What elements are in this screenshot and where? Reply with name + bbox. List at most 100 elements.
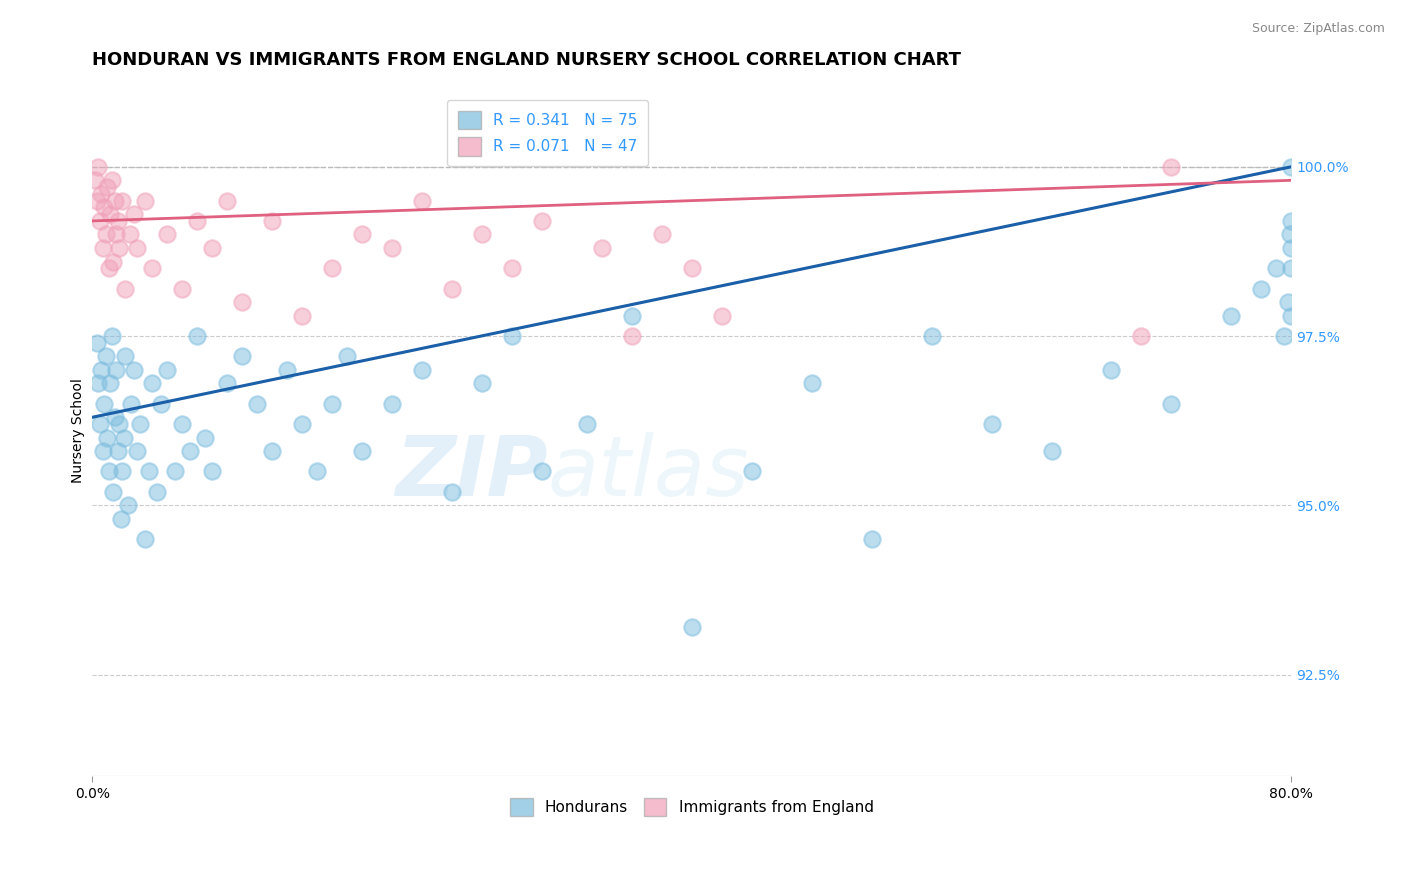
Point xyxy=(305,465,328,479)
Point xyxy=(231,295,253,310)
Point xyxy=(98,207,121,221)
Point xyxy=(134,532,156,546)
Point xyxy=(104,194,127,208)
Point xyxy=(138,465,160,479)
Point xyxy=(105,227,128,242)
Point xyxy=(350,444,373,458)
Point xyxy=(87,376,110,391)
Point xyxy=(122,207,145,221)
Point xyxy=(1265,261,1288,276)
Point xyxy=(118,227,141,242)
Point xyxy=(1279,160,1302,174)
Point xyxy=(96,180,118,194)
Point xyxy=(440,282,463,296)
Point xyxy=(117,499,139,513)
Point xyxy=(112,431,135,445)
Point xyxy=(104,410,127,425)
Point xyxy=(90,363,112,377)
Point xyxy=(381,397,404,411)
Point xyxy=(101,254,124,268)
Point xyxy=(1101,363,1123,377)
Point xyxy=(179,444,201,458)
Point xyxy=(97,261,120,276)
Point xyxy=(108,417,131,431)
Point xyxy=(800,376,823,391)
Point xyxy=(1279,241,1302,255)
Point xyxy=(471,227,494,242)
Point xyxy=(1277,295,1299,310)
Point xyxy=(150,397,173,411)
Point xyxy=(89,417,111,431)
Point xyxy=(530,465,553,479)
Point xyxy=(1279,309,1302,323)
Point xyxy=(575,417,598,431)
Point xyxy=(1279,214,1302,228)
Point xyxy=(591,241,613,255)
Point xyxy=(1278,227,1301,242)
Point xyxy=(1220,309,1243,323)
Point xyxy=(321,397,343,411)
Point xyxy=(651,227,673,242)
Legend: Hondurans, Immigrants from England: Hondurans, Immigrants from England xyxy=(502,790,882,824)
Point xyxy=(134,194,156,208)
Point xyxy=(860,532,883,546)
Point xyxy=(336,350,359,364)
Point xyxy=(172,282,194,296)
Point xyxy=(1279,261,1302,276)
Point xyxy=(86,335,108,350)
Point xyxy=(1160,397,1182,411)
Point xyxy=(501,261,523,276)
Point xyxy=(86,194,108,208)
Point xyxy=(163,465,186,479)
Point xyxy=(194,431,217,445)
Point xyxy=(186,329,208,343)
Point xyxy=(530,214,553,228)
Point xyxy=(217,376,239,391)
Point xyxy=(471,376,494,391)
Point xyxy=(110,512,132,526)
Point xyxy=(91,444,114,458)
Point xyxy=(710,309,733,323)
Point xyxy=(201,465,224,479)
Point xyxy=(93,397,115,411)
Point xyxy=(145,484,167,499)
Point xyxy=(94,350,117,364)
Point xyxy=(1040,444,1063,458)
Point xyxy=(111,194,134,208)
Point xyxy=(1160,160,1182,174)
Point xyxy=(260,214,283,228)
Point xyxy=(96,431,118,445)
Point xyxy=(291,309,314,323)
Point xyxy=(201,241,224,255)
Point xyxy=(620,329,643,343)
Text: ZIP: ZIP xyxy=(395,432,548,513)
Point xyxy=(156,363,179,377)
Point xyxy=(100,329,122,343)
Point xyxy=(89,214,111,228)
Point xyxy=(93,201,115,215)
Point xyxy=(291,417,314,431)
Point xyxy=(127,444,149,458)
Point xyxy=(107,214,129,228)
Text: atlas: atlas xyxy=(548,432,749,513)
Text: HONDURAN VS IMMIGRANTS FROM ENGLAND NURSERY SCHOOL CORRELATION CHART: HONDURAN VS IMMIGRANTS FROM ENGLAND NURS… xyxy=(93,51,962,69)
Point xyxy=(84,173,107,187)
Point xyxy=(107,444,129,458)
Point xyxy=(120,397,142,411)
Point xyxy=(97,465,120,479)
Point xyxy=(105,363,128,377)
Point xyxy=(741,465,763,479)
Point xyxy=(129,417,152,431)
Point xyxy=(114,350,136,364)
Point xyxy=(101,484,124,499)
Point xyxy=(260,444,283,458)
Point xyxy=(440,484,463,499)
Point xyxy=(501,329,523,343)
Point xyxy=(114,282,136,296)
Point xyxy=(156,227,179,242)
Point xyxy=(321,261,343,276)
Point xyxy=(350,227,373,242)
Point xyxy=(87,160,110,174)
Point xyxy=(921,329,943,343)
Point xyxy=(111,465,134,479)
